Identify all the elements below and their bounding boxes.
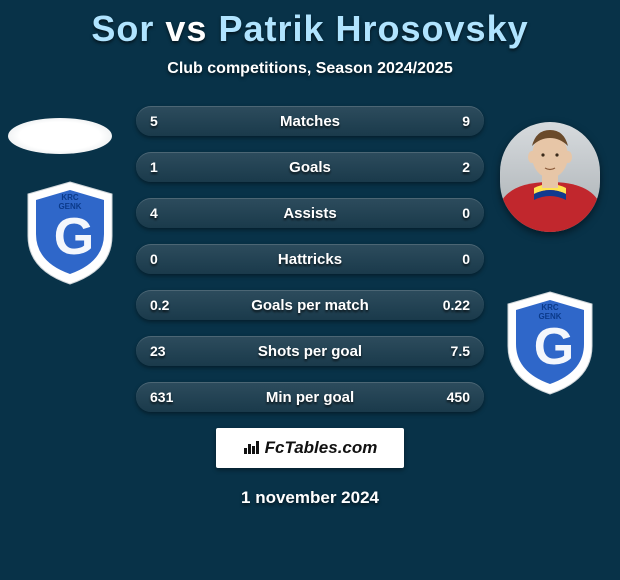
stat-row: 1 Goals 2 — [136, 152, 484, 182]
stat-label: Shots per goal — [136, 343, 484, 360]
stat-label: Min per goal — [136, 389, 484, 406]
source-brand-badge: FcTables.com — [216, 428, 404, 468]
stat-row: 4 Assists 0 — [136, 198, 484, 228]
player1-name: Sor — [91, 8, 154, 49]
stat-right-value: 0.22 — [443, 297, 470, 313]
player1-avatar-placeholder — [8, 118, 112, 154]
date-text: 1 november 2024 — [0, 488, 620, 508]
stat-label: Matches — [136, 113, 484, 130]
stat-left-value: 0.2 — [150, 297, 169, 313]
stat-row: 0.2 Goals per match 0.22 — [136, 290, 484, 320]
stat-left-value: 5 — [150, 113, 158, 129]
stat-left-value: 4 — [150, 205, 158, 221]
svg-text:KRC: KRC — [541, 303, 559, 312]
stat-label: Goals per match — [136, 297, 484, 314]
svg-text:G: G — [54, 208, 94, 266]
stat-left-value: 631 — [150, 389, 173, 405]
stat-row: 23 Shots per goal 7.5 — [136, 336, 484, 366]
chart-icon — [243, 437, 261, 460]
stat-right-value: 9 — [462, 113, 470, 129]
stat-right-value: 7.5 — [451, 343, 470, 359]
stat-row: 5 Matches 9 — [136, 106, 484, 136]
player1-club-badge: KRC GENK G — [20, 178, 120, 288]
stat-right-value: 0 — [462, 251, 470, 267]
stat-left-value: 23 — [150, 343, 166, 359]
stat-left-value: 0 — [150, 251, 158, 267]
page-title: Sor vs Patrik Hrosovsky — [0, 0, 620, 50]
stat-right-value: 0 — [462, 205, 470, 221]
svg-text:G: G — [534, 318, 574, 376]
stat-label: Goals — [136, 159, 484, 176]
stat-right-value: 2 — [462, 159, 470, 175]
player2-name: Patrik Hrosovsky — [218, 8, 528, 49]
vs-text: vs — [165, 8, 207, 49]
stat-row: 631 Min per goal 450 — [136, 382, 484, 412]
stat-label: Assists — [136, 205, 484, 222]
brand-text: FcTables.com — [265, 438, 378, 458]
stats-table: 5 Matches 9 1 Goals 2 4 Assists 0 0 Hatt… — [136, 106, 484, 412]
stat-right-value: 450 — [447, 389, 470, 405]
player2-club-badge: KRC GENK G — [500, 288, 600, 398]
stat-row: 0 Hattricks 0 — [136, 244, 484, 274]
player2-avatar — [500, 122, 600, 232]
stat-left-value: 1 — [150, 159, 158, 175]
stat-label: Hattricks — [136, 251, 484, 268]
subtitle: Club competitions, Season 2024/2025 — [0, 60, 620, 78]
svg-text:KRC: KRC — [61, 193, 79, 202]
